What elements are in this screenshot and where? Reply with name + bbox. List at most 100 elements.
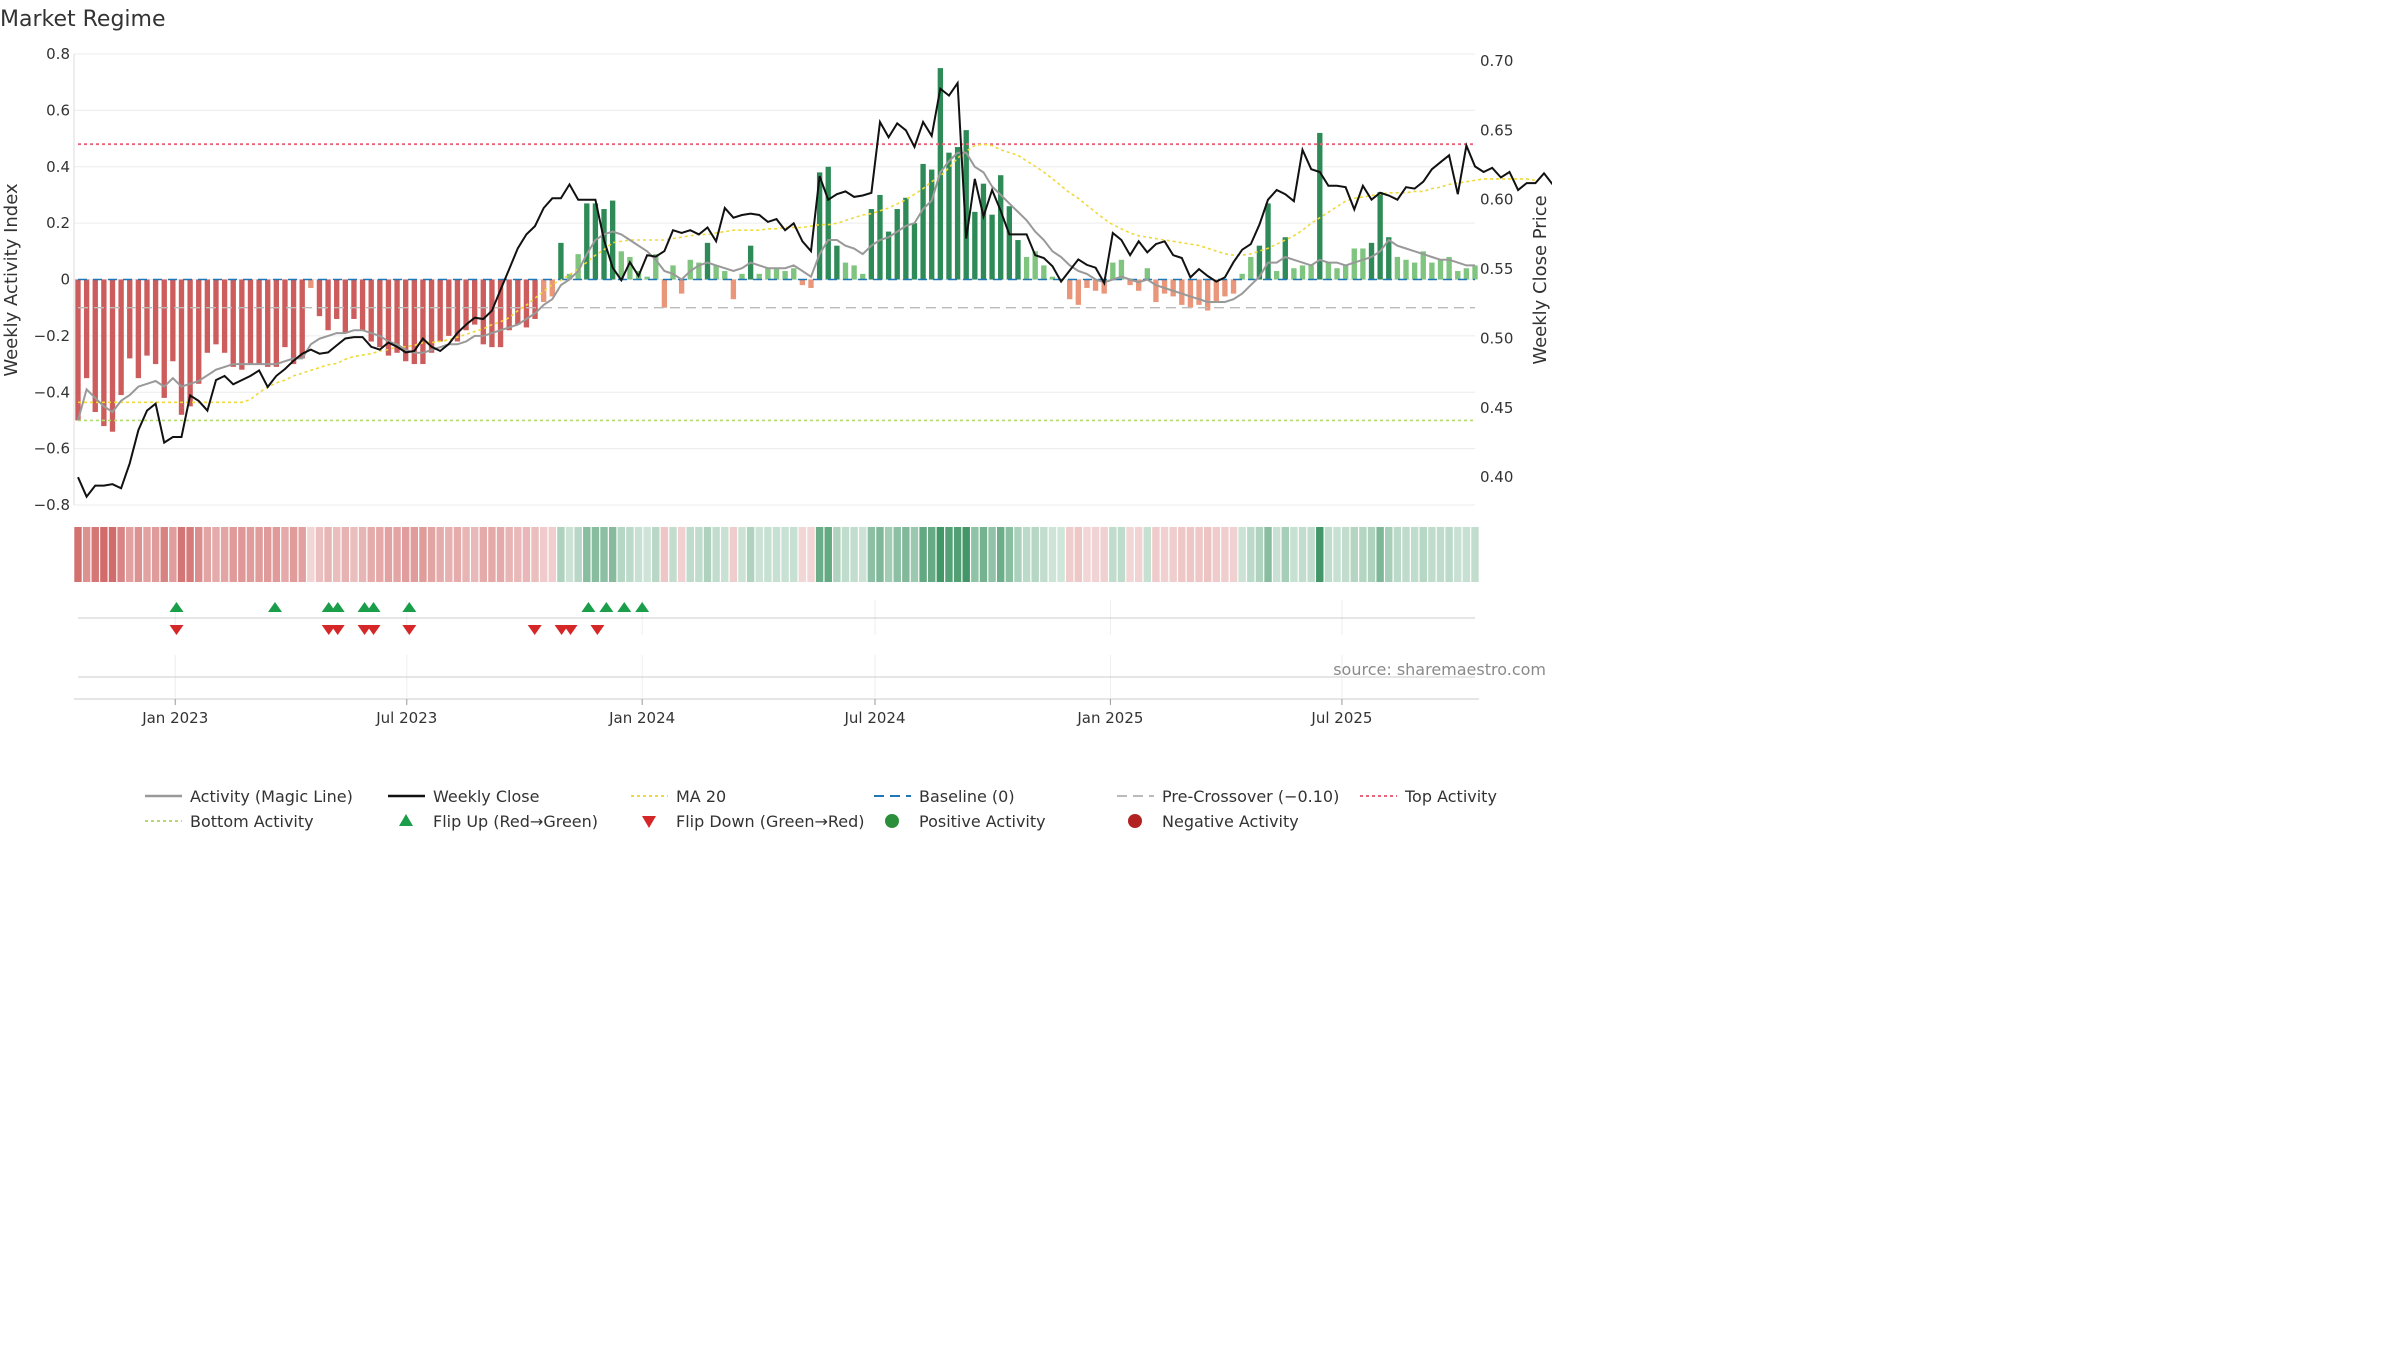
legend-item: Positive Activity — [885, 812, 1046, 831]
activity-bar — [290, 279, 297, 365]
regime-cell — [401, 527, 410, 582]
activity-bar — [463, 279, 469, 331]
regime-cell — [1385, 527, 1393, 582]
activity-bar — [1222, 279, 1228, 297]
activity-bar — [83, 279, 90, 379]
regime-cell — [1376, 527, 1384, 582]
activity-bar — [980, 183, 987, 280]
legend-label: Top Activity — [1404, 787, 1497, 806]
regime-cell — [436, 527, 444, 582]
activity-bars — [75, 68, 1478, 432]
regime-cell — [1316, 527, 1324, 582]
regime-cell — [384, 527, 393, 582]
flip-up-marker — [169, 602, 184, 612]
regime-cell — [1454, 527, 1462, 582]
regime-cell — [479, 527, 488, 582]
activity-bar — [308, 279, 314, 288]
regime-cell — [1065, 527, 1074, 582]
activity-bar — [877, 194, 883, 280]
activity-bar — [385, 279, 392, 356]
activity-bar — [1170, 279, 1176, 297]
activity-bar — [1394, 256, 1401, 280]
activity-bar — [972, 211, 978, 280]
activity-bar — [221, 279, 228, 353]
regime-cell — [643, 527, 651, 582]
regime-cell — [1333, 527, 1341, 582]
activity-bar — [1187, 279, 1194, 308]
activity-bar — [842, 262, 849, 280]
regime-cell — [1178, 527, 1186, 582]
activity-bar — [1092, 279, 1099, 291]
activity-bar — [75, 279, 81, 421]
regime-cell — [1324, 527, 1333, 582]
regime-cell — [1160, 527, 1169, 582]
activity-bar — [704, 242, 711, 280]
series-lines — [77, 80, 1552, 499]
regime-cell — [1341, 527, 1350, 582]
legend-swatch — [1128, 814, 1142, 828]
activity-bar — [963, 130, 969, 280]
regime-cell — [91, 527, 99, 582]
flip-down-marker — [330, 625, 345, 635]
source-note: source: sharemaestro.com — [1333, 660, 1546, 679]
activity-bar — [428, 279, 435, 353]
regime-cell — [634, 527, 643, 582]
regime-cell — [591, 527, 600, 582]
regime-cell — [324, 527, 332, 582]
activity-bar — [230, 279, 236, 367]
activity-bar — [1144, 268, 1150, 280]
regime-cell — [1091, 527, 1100, 582]
regime-cell — [470, 527, 479, 582]
regime-cell — [1074, 527, 1083, 582]
activity-bar — [1161, 279, 1168, 294]
activity-bar — [506, 279, 512, 331]
legend: Activity (Magic Line) Weekly Close MA 20 Ba… — [145, 787, 1497, 831]
regime-cell — [1212, 527, 1221, 582]
right-y-axis: 0.70 0.65 0.60 0.55 0.50 0.45 0.40 — [1480, 52, 1513, 486]
activity-bar — [653, 254, 659, 280]
legend-label: Flip Up (Red→Green) — [433, 812, 598, 831]
regime-cell — [1462, 527, 1471, 582]
regime-cell — [1040, 527, 1048, 582]
activity-bar — [265, 279, 271, 367]
regime-cell — [427, 527, 436, 582]
activity-bar — [1437, 259, 1444, 280]
activity-bar — [670, 265, 676, 280]
activity-bar — [609, 200, 616, 280]
activity-bar — [816, 172, 823, 280]
regime-cell — [272, 527, 281, 582]
legend-swatch — [885, 814, 899, 828]
activity-bar — [213, 279, 219, 345]
activity-bar — [489, 279, 495, 348]
regime-cell — [539, 527, 548, 582]
regime-cell — [376, 527, 384, 582]
regime-cell — [117, 527, 125, 582]
regime-cell — [677, 527, 686, 582]
regime-cell — [264, 527, 272, 582]
market-regime-chart: Market Regime 0.8 0.6 0.4 0.2 0 −0.2 −0.4 −0.6 −… — [0, 7, 1552, 831]
regime-cell — [1402, 527, 1410, 582]
activity-bar — [1368, 242, 1375, 280]
activity-bar — [152, 279, 159, 365]
activity-bar — [756, 273, 762, 280]
regime-cell — [790, 527, 798, 582]
y2-tick-label: 0.60 — [1480, 191, 1513, 209]
activity-bar — [903, 197, 909, 280]
regime-cell — [1083, 527, 1091, 582]
regime-cell — [488, 527, 496, 582]
activity-bar — [196, 279, 202, 384]
regime-cell — [755, 527, 763, 582]
regime-cell — [1229, 527, 1238, 582]
activity-bar — [954, 147, 961, 280]
y2-tick-label: 0.50 — [1480, 329, 1513, 347]
regime-cell — [1117, 527, 1126, 582]
activity-bar — [1153, 279, 1159, 303]
activity-bar — [799, 279, 806, 286]
regime-cell — [100, 527, 108, 582]
activity-bar — [256, 279, 262, 365]
activity-bar — [532, 279, 538, 319]
activity-bar — [860, 273, 866, 280]
activity-bar — [1282, 237, 1288, 280]
regime-cell — [902, 527, 910, 582]
activity-bar — [178, 279, 185, 415]
